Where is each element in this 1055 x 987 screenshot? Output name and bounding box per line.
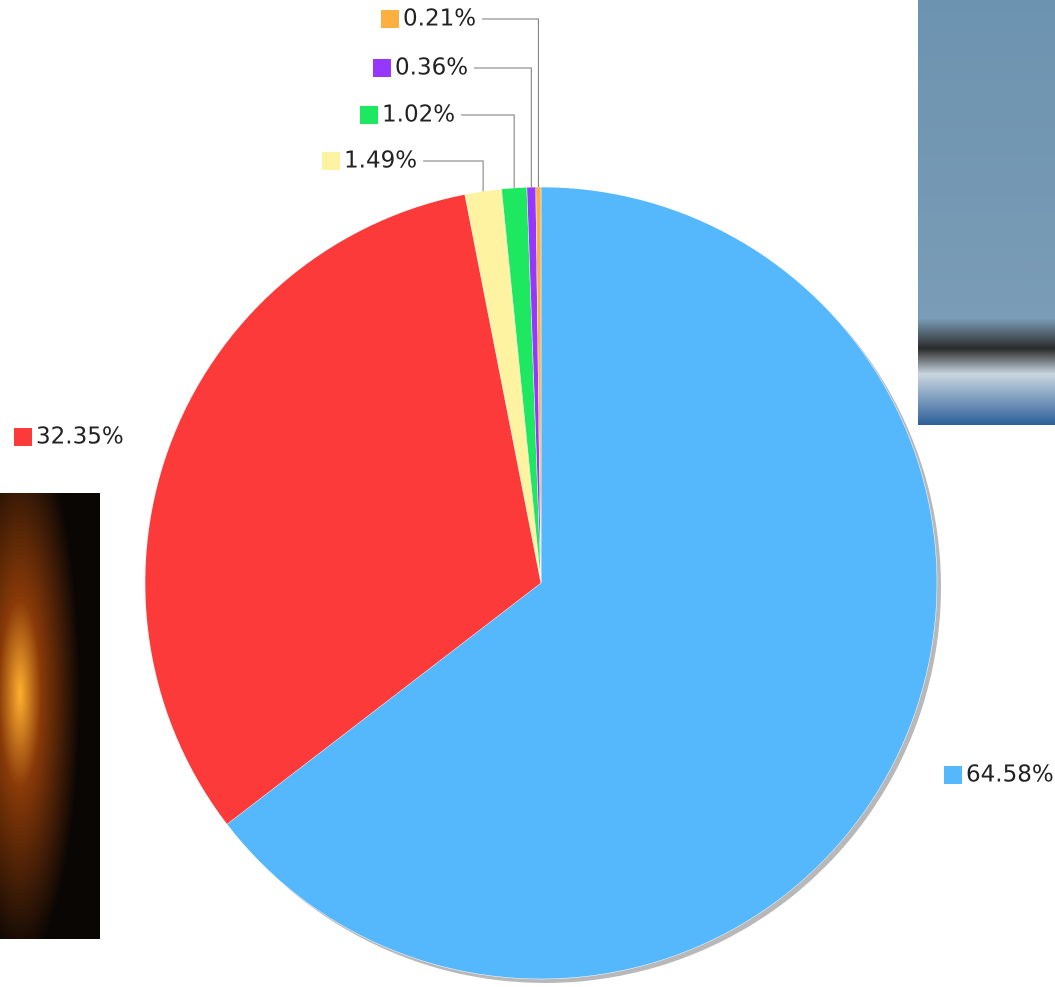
label-swatch	[14, 428, 32, 446]
slice-label: 1.49%	[344, 148, 417, 174]
slice-label: 1.02%	[382, 102, 455, 128]
leader-line	[474, 67, 532, 188]
slice-label: 0.21%	[403, 6, 476, 32]
leader-line	[461, 114, 515, 188]
label-swatch	[322, 152, 340, 170]
slice-label: 0.36%	[395, 55, 468, 81]
background-photo	[918, 0, 1055, 425]
leader-line	[423, 160, 484, 192]
background-photo	[0, 493, 100, 939]
pie-slice	[226, 186, 938, 980]
label-swatch	[381, 10, 399, 28]
slice-label: 32.35%	[36, 424, 124, 450]
slice-label: 64.58%	[966, 762, 1054, 788]
leader-line	[482, 18, 539, 188]
label-swatch	[360, 106, 378, 124]
label-swatch	[944, 766, 962, 784]
pie-slice	[144, 194, 542, 825]
label-swatch	[373, 59, 391, 77]
